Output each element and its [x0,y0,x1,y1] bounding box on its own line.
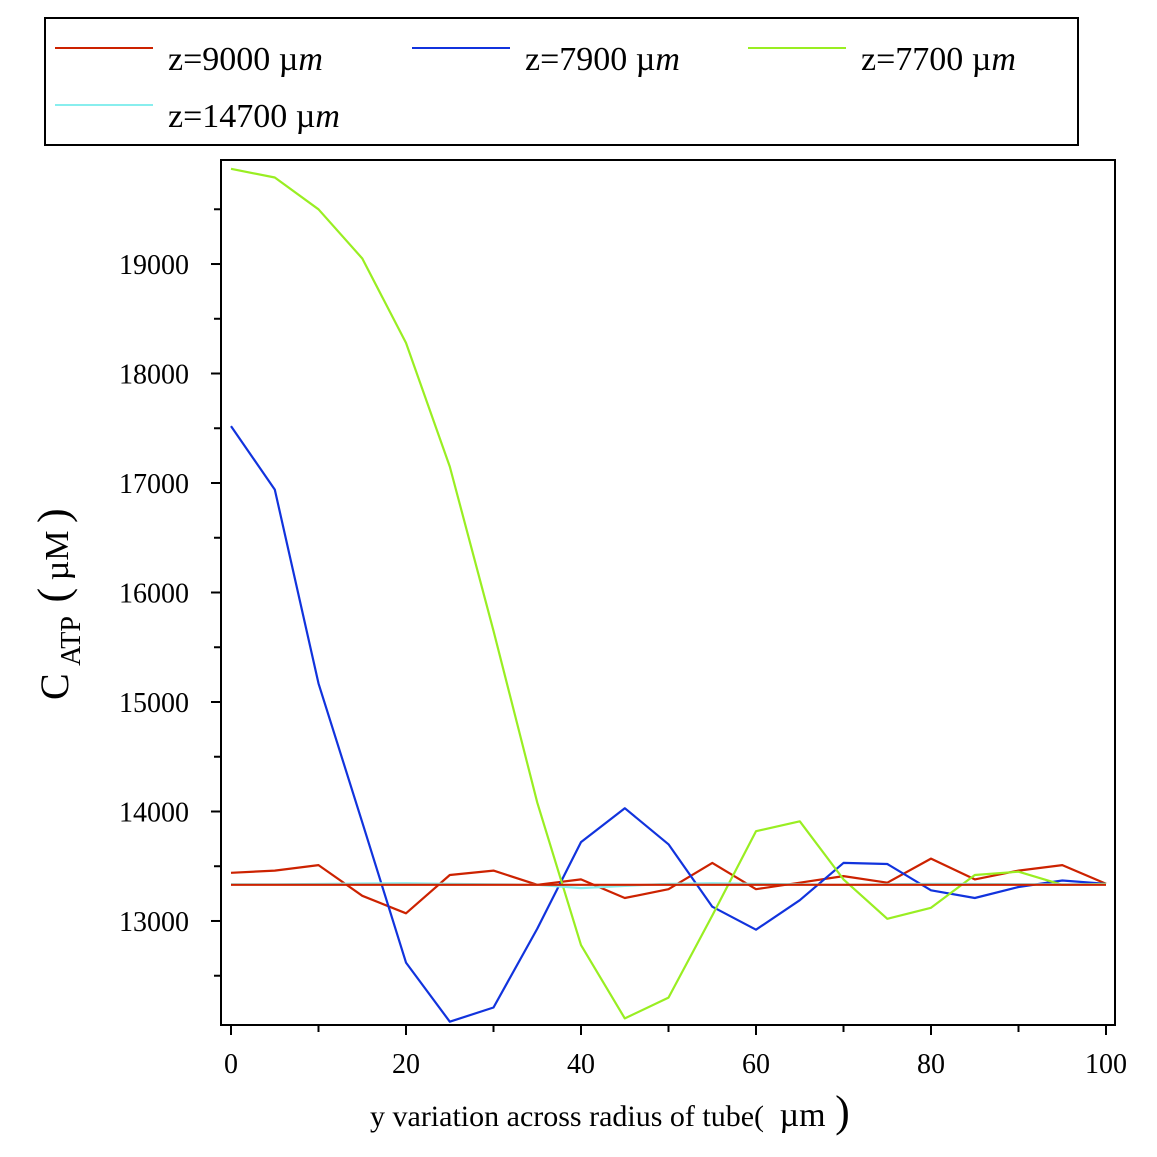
x-tick-label: 80 [917,1049,945,1080]
y-axis-title-unit: µM [39,531,76,581]
y-tick-label: 15000 [119,688,189,719]
ticks-layer: 0 20 40 60 80 100 13000 14000 15000 16000 17000 180… [119,208,1127,1080]
y-axis-title: C ATP ( µM ) [29,508,87,700]
x-tick-label: 40 [567,1049,595,1080]
legend-box [44,17,1079,146]
plot-frame [220,159,1116,1026]
series-line-3 [230,167,1107,1020]
y-axis-title-close: ) [29,508,78,523]
legend-label-2: z=7900 µm [525,41,680,78]
legend-label-4-unit-m: m [315,98,340,135]
x-axis-title-close: ) [835,1087,850,1136]
legend-label-4: z=14700 µm [168,98,340,135]
y-tick-label: 17000 [119,469,189,500]
series-line-2 [230,425,1107,1023]
legend-label-2-prefix: z=7900 [525,41,636,78]
legend-label-1-unit-m: m [298,41,323,78]
legend-label-3-prefix: z=7700 [861,41,972,78]
y-axis-title-main: C [32,673,77,700]
legend-entry-2: z=7900 µm [412,41,680,78]
x-tick-label: 100 [1085,1049,1127,1080]
x-tick-label: 60 [742,1049,770,1080]
legend-label-2-unit: µ [636,41,656,78]
series-layer [230,167,1107,1023]
legend-label-3-unit: µ [972,41,992,78]
x-tick-label: 20 [392,1049,420,1080]
legend-entry-4: z=14700 µm [55,98,340,135]
y-tick-label: 19000 [119,250,189,281]
legend-label-1-unit: µ [279,41,299,78]
legend-label-1: z=9000 µm [168,41,323,78]
y-tick-label: 14000 [119,797,189,828]
y-tick-label: 18000 [119,360,189,391]
x-axis-title: y variation across radius of tube( µm ) [370,1087,850,1136]
legend-label-3: z=7700 µm [861,41,1016,78]
y-tick-label: 13000 [119,907,189,938]
legend-label-4-prefix: z=14700 [168,98,296,135]
y-axis-title-open: ( [29,588,78,603]
series-line-1 [230,857,1107,915]
y-tick-label: 16000 [119,579,189,610]
legend-label-2-unit-m: m [655,41,680,78]
x-axis-title-unit: µm [780,1097,826,1134]
legend-entry-1: z=9000 µm [55,41,323,78]
legend-label-1-prefix: z=9000 [168,41,279,78]
x-tick-label: 0 [224,1049,238,1080]
legend-label-3-unit-m: m [991,41,1016,78]
legend-label-4-unit: µ [296,98,316,135]
legend-entry-3: z=7700 µm [748,41,1016,78]
x-axis-title-text: y variation across radius of tube( [370,1100,764,1133]
y-axis-title-sub: ATP [56,616,87,666]
